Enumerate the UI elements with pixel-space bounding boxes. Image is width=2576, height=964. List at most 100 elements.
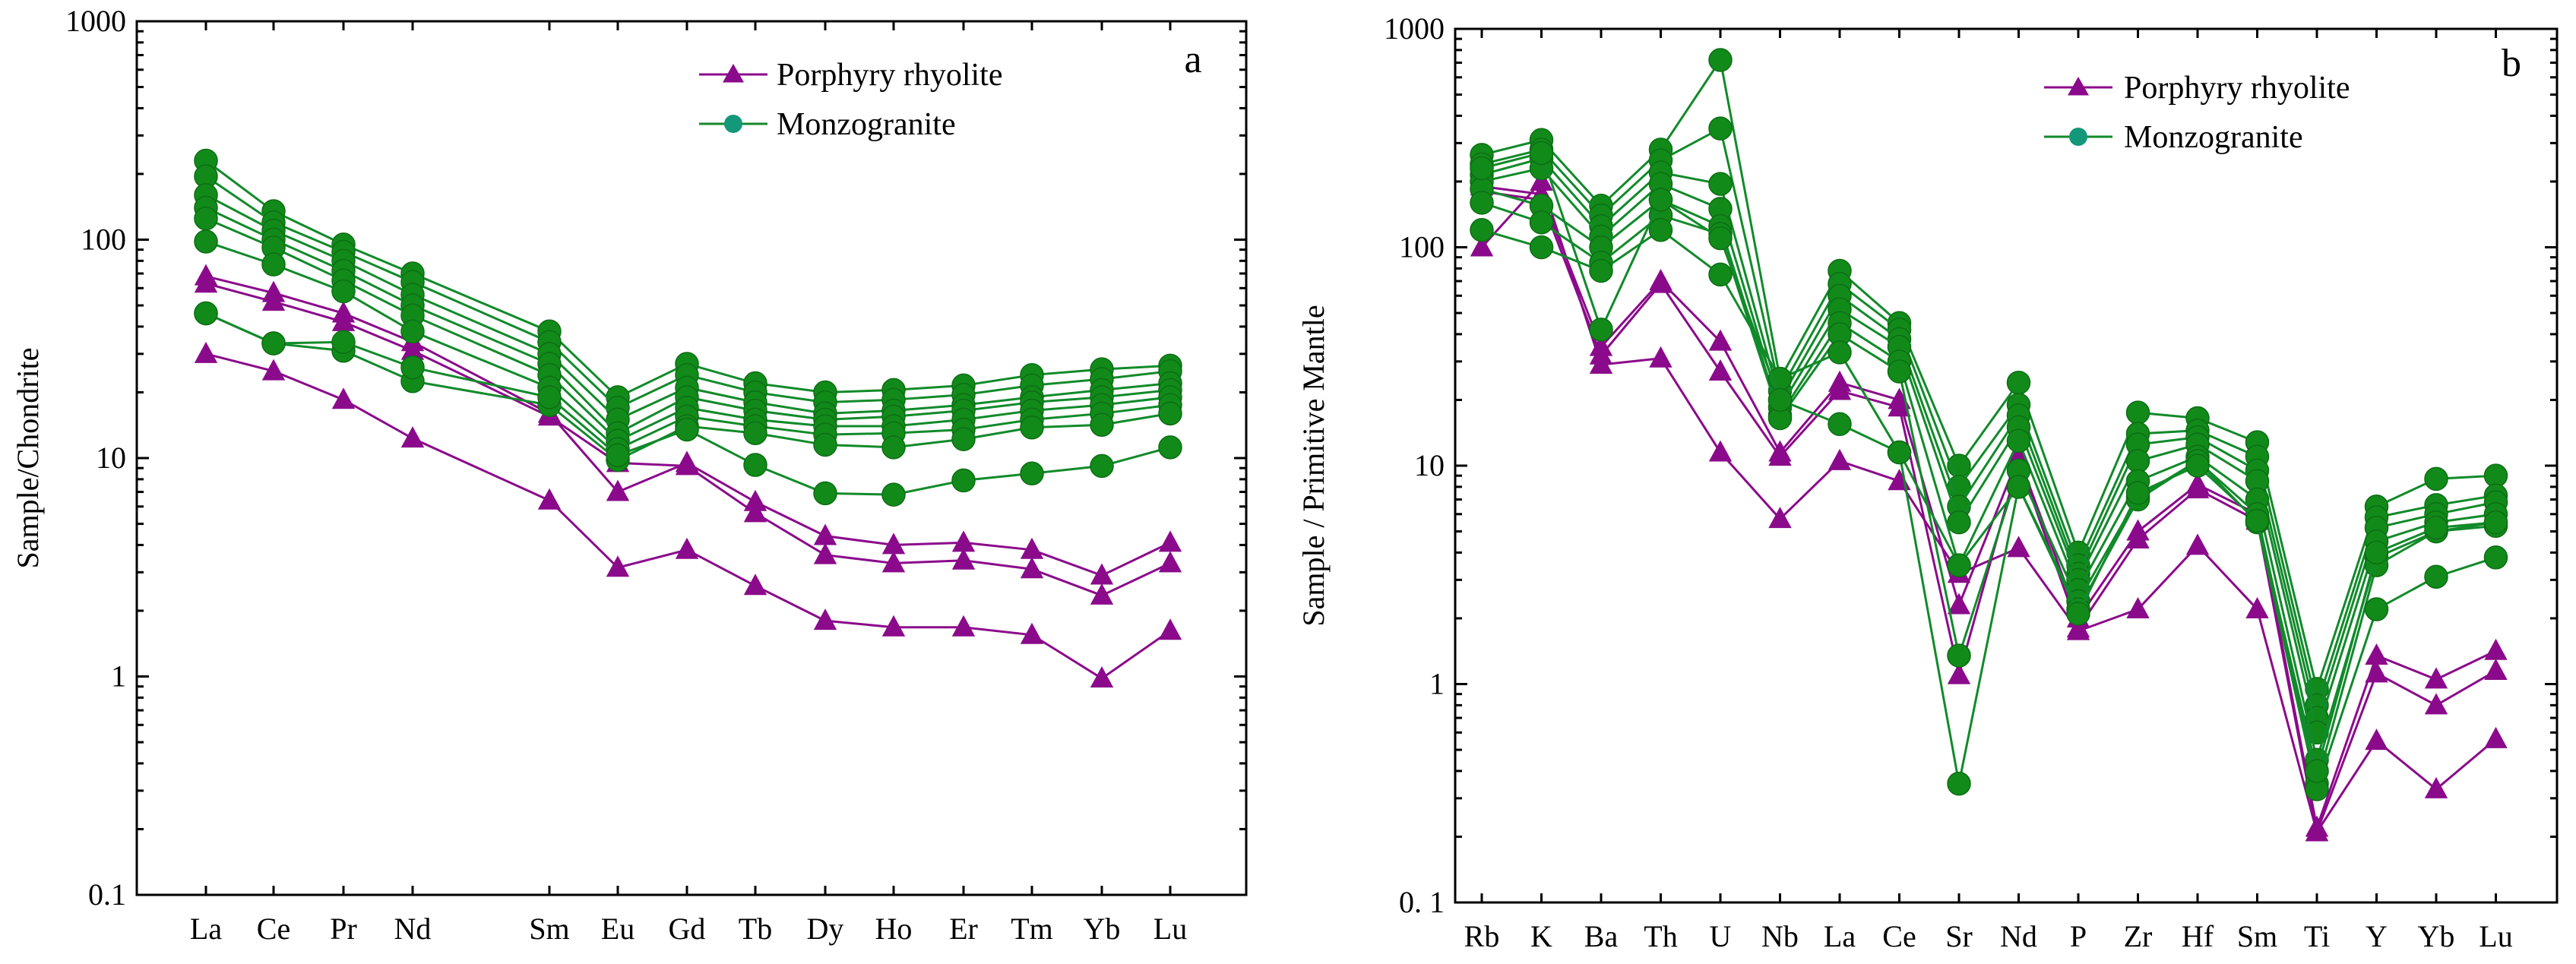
a-legend: Porphyry rhyolite Monzogranite	[699, 58, 1002, 142]
a-point-monzogranite-yb	[1090, 412, 1114, 437]
a-point-porphyry-nd	[400, 338, 425, 360]
b-point-monzogranite-k	[1529, 141, 1554, 166]
b-point-monzogranite-nd	[2006, 428, 2031, 453]
a-x-tick-label-er: Er	[949, 912, 978, 946]
a-point-porphyry-tb	[743, 574, 767, 596]
a-point-monzogranite-la	[194, 229, 218, 254]
b-point-porphyry-th	[1649, 346, 1673, 368]
b-point-monzogranite-sr	[1947, 643, 1971, 668]
b-series-monzogranite-9	[1470, 217, 2508, 801]
b-point-monzogranite-nb	[1767, 387, 1793, 412]
a-point-monzogranite-pr	[331, 279, 356, 304]
a-series-line	[205, 282, 1171, 597]
a-x-tick-label-dy: Dy	[807, 912, 844, 946]
b-point-monzogranite-rb	[1470, 191, 1494, 215]
b-point-monzogranite-hf	[2185, 454, 2210, 478]
a-point-porphyry-tb	[743, 489, 767, 511]
a-point-monzogranite-yb	[1090, 454, 1114, 479]
b-y-tick-label: 1000	[1384, 11, 1445, 46]
b-point-porphyry-y	[2365, 729, 2388, 751]
b-point-monzogranite-zr	[2125, 481, 2150, 505]
a-x-tick-label-gd: Gd	[669, 912, 706, 946]
b-point-monzogranite-yb	[2424, 515, 2448, 540]
a-legend-marker-monzogranite	[724, 115, 742, 133]
b-point-porphyry-y	[2365, 643, 2388, 665]
a-x-tick-label-la: La	[190, 912, 222, 946]
b-point-monzogranite-la	[1828, 412, 1852, 437]
b-point-porphyry-th	[1649, 271, 1673, 293]
a-x-tick-label-yb: Yb	[1084, 912, 1121, 946]
b-legend-marker-monzogranite	[2069, 128, 2087, 146]
a-point-porphyry-tm	[1020, 622, 1044, 644]
b-point-porphyry-yb	[2424, 693, 2448, 715]
b-point-porphyry-u	[1708, 440, 1733, 462]
b-point-porphyry-p	[2066, 618, 2090, 640]
a-point-monzogranite-pr	[331, 330, 356, 354]
b-point-monzogranite-nd	[2006, 370, 2031, 395]
panel-b-spider-primitive-mantle: 0. 1 1 10 100 1000 Rb K Ba Th U Nb La Ce Sr Nd P Zr Hf Sm T…	[1296, 11, 2559, 953]
b-point-porphyry-zr	[2126, 526, 2150, 548]
a-point-porphyry-eu	[606, 479, 630, 501]
a-point-monzogranite-gd	[675, 417, 699, 442]
a-point-porphyry-lu	[1158, 530, 1182, 552]
b-series-monzogranite-10	[1470, 141, 2508, 783]
b-series-monzogranite-3	[1470, 48, 2508, 701]
b-x-tick-label-nb: Nb	[1761, 919, 1799, 953]
a-point-porphyry-yb	[1090, 666, 1114, 688]
b-x-tick-label-nd: Nd	[2000, 919, 2037, 953]
a-point-monzogranite-er	[951, 427, 976, 451]
b-point-porphyry-nd	[2007, 536, 2030, 558]
a-point-porphyry-tm	[1020, 537, 1044, 559]
a-plot-frame	[135, 20, 1248, 896]
b-x-tick-label-rb: Rb	[1464, 919, 1500, 953]
a-y-tick-label: 0.1	[88, 877, 126, 912]
b-point-monzogranite-yb	[2424, 466, 2448, 491]
a-point-porphyry-sm	[537, 488, 562, 510]
b-x-tick-label-k: K	[1530, 919, 1552, 953]
b-point-monzogranite-ce	[1887, 359, 1912, 384]
a-y-tick-label: 10	[96, 441, 126, 475]
a-point-monzogranite-nd	[400, 355, 425, 380]
b-y-tick-label: 0. 1	[1399, 885, 1445, 919]
a-point-porphyry-ho	[881, 533, 906, 555]
b-point-porphyry-sm	[2245, 597, 2269, 619]
b-x-tick-label-th: Th	[1644, 919, 1677, 953]
b-point-porphyry-rb	[1470, 235, 1494, 257]
a-point-porphyry-ho	[881, 551, 906, 573]
b-point-porphyry-la	[1828, 378, 1852, 400]
a-point-porphyry-pr	[331, 309, 356, 331]
a-point-monzogranite-er	[951, 468, 976, 493]
b-point-monzogranite-nd	[2006, 475, 2031, 499]
a-series-line	[205, 352, 1171, 680]
b-point-monzogranite-sr	[1947, 510, 1971, 535]
b-point-porphyry-sr	[1947, 593, 1971, 615]
a-point-monzogranite-sm	[537, 385, 562, 409]
b-point-monzogranite-ce	[1887, 440, 1912, 465]
a-point-monzogranite-nd	[400, 319, 425, 344]
b-point-monzogranite-lu	[2483, 545, 2508, 570]
b-x-tick-label-la: La	[1824, 919, 1856, 953]
a-point-porphyry-gd	[675, 537, 699, 559]
b-x-tick-label-u: U	[1710, 919, 1732, 953]
a-legend-label-monzogranite: Monzogranite	[777, 107, 956, 142]
b-point-monzogranite-ba	[1589, 258, 1613, 283]
b-point-monzogranite-k	[1529, 235, 1554, 260]
b-point-monzogranite-rb	[1470, 156, 1494, 181]
a-point-monzogranite-la	[194, 301, 218, 326]
b-x-tick-label-lu: Lu	[2479, 919, 2512, 953]
a-x-tick-label-lu: Lu	[1154, 912, 1187, 946]
b-point-porphyry-u	[1708, 329, 1733, 351]
b-point-monzogranite-yb	[2424, 564, 2448, 589]
b-point-monzogranite-th	[1648, 217, 1673, 242]
b-point-porphyry-sr	[1947, 662, 1971, 684]
a-y-tick-label: 1	[111, 659, 126, 694]
b-series-line	[1481, 201, 2496, 784]
a-point-monzogranite-la	[194, 206, 218, 231]
b-point-monzogranite-la	[1828, 340, 1852, 365]
b-point-monzogranite-y	[2364, 597, 2389, 621]
b-series-line	[1481, 190, 2497, 836]
a-point-porphyry-er	[951, 615, 976, 637]
b-legend-marker-porphyry	[2068, 77, 2089, 96]
a-point-porphyry-ho	[881, 615, 906, 637]
a-point-monzogranite-ho	[881, 482, 906, 507]
